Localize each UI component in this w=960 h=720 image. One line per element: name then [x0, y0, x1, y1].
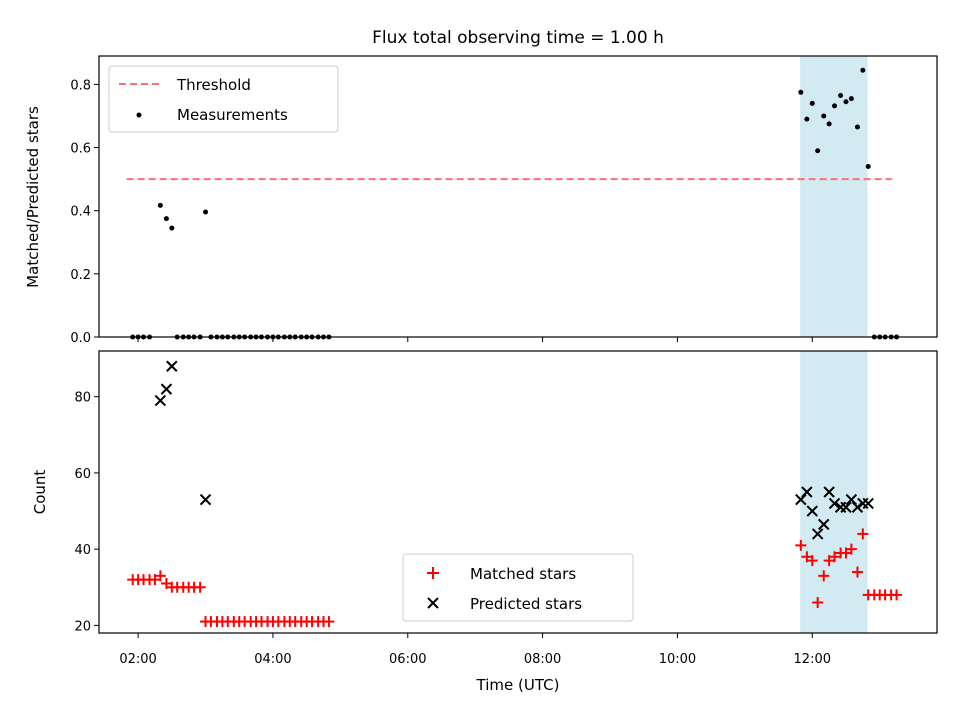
bottom-y-tick-label: 60 [74, 467, 91, 482]
bottom-y-tick-label: 20 [74, 619, 91, 634]
top-highlight-span [800, 56, 868, 337]
top-y-tick-label: 0.0 [70, 331, 91, 346]
x-tick-label: 06:00 [389, 652, 426, 667]
predicted-star-point [818, 518, 830, 531]
matched-star-point [812, 597, 824, 609]
predicted-star-point [806, 505, 818, 517]
measurement-point [798, 89, 804, 95]
chart-title: Flux total observing time = 1.00 h [372, 28, 664, 48]
measurement-point [809, 100, 815, 106]
x-axis-label: Time (UTC) [476, 676, 560, 694]
top-y-tick-label: 0.2 [70, 268, 91, 283]
measurement-point [169, 225, 175, 231]
predicted-star-point [851, 501, 864, 513]
top-y-tick-label: 0.4 [70, 205, 91, 220]
measurement-point [826, 121, 832, 127]
measurement-point [854, 124, 860, 130]
measurement-point [203, 209, 209, 215]
bottom-y-axis-label: Count [31, 470, 49, 515]
top-legend: Threshold Measurements [108, 65, 339, 133]
predicted-star-point [811, 528, 824, 540]
measurement-point [804, 116, 810, 122]
measurement-point [843, 99, 849, 105]
matched-star-point [857, 528, 869, 540]
legend-matched-label: Matched stars [470, 565, 576, 583]
x-tick-label: 12:00 [794, 652, 831, 667]
matched-star-point [323, 616, 335, 628]
predicted-star-point [845, 493, 858, 506]
bottom-y-tick-label: 40 [74, 543, 91, 558]
x-tick-label: 04:00 [254, 652, 291, 667]
measurement-point [848, 96, 854, 102]
x-tick-label: 10:00 [659, 652, 696, 667]
x-tick-label: 08:00 [524, 652, 561, 667]
bottom-y-tick-label: 80 [74, 391, 91, 406]
matched-star-point [806, 555, 818, 567]
legend-measurements-swatch [136, 112, 142, 118]
top-x-ticks [137, 337, 813, 342]
measurement-point [832, 103, 838, 109]
bottom-x-ticks: 02:00 04:00 06:00 08:00 10:00 12:00 [119, 633, 831, 667]
top-axes-frame [98, 55, 938, 338]
measurement-point [157, 202, 163, 208]
top-y-axis-label: Matched/Predicted stars [24, 106, 42, 288]
predicted-star-point [801, 486, 813, 498]
bottom-y-ticks: 20 40 60 80 [74, 391, 99, 634]
measurement-point [865, 164, 871, 170]
matched-star-point [829, 551, 841, 563]
top-legend-box [108, 65, 339, 133]
legend-measurements-label: Measurements [177, 106, 288, 124]
measurement-point [860, 67, 866, 73]
matched-star-point [154, 570, 166, 582]
predicted-star-point [795, 493, 807, 506]
measurement-point [815, 148, 821, 154]
matched-star-point [795, 539, 807, 551]
top-y-ticks: 0.0 0.2 0.4 0.6 0.8 [70, 78, 99, 346]
top-y-tick-label: 0.8 [70, 78, 91, 93]
legend-predicted-label: Predicted stars [470, 595, 582, 613]
x-tick-label: 02:00 [119, 652, 156, 667]
top-panel: 0.00.20.40.60.8 Matched/Predicted stars … [24, 55, 938, 346]
predicted-star-point [199, 493, 212, 506]
matched-star-point [845, 543, 857, 555]
measurement-point [838, 92, 844, 98]
predicted-star-point [823, 486, 835, 498]
matched-star-point [194, 581, 206, 593]
legend-matched-swatch [427, 567, 439, 579]
bottom-legend: Matched stars Predicted stars [402, 553, 634, 622]
top-y-tick-label: 0.6 [70, 142, 91, 157]
predicted-star-point [160, 383, 173, 395]
predicted-star-point [840, 501, 852, 513]
predicted-star-point [154, 394, 167, 407]
predicted-star-point [828, 497, 841, 510]
bottom-series-layer [127, 360, 903, 628]
measurement-point [163, 216, 169, 222]
legend-predicted-swatch [427, 597, 439, 609]
bottom-axes-frame [98, 350, 938, 634]
measurement-point [821, 113, 827, 119]
bottom-highlight-span [800, 351, 868, 633]
predicted-star-point [166, 360, 178, 372]
bottom-legend-box [402, 553, 634, 622]
legend-threshold-label: Threshold [176, 76, 251, 94]
matched-star-point [891, 589, 903, 601]
matched-star-point [818, 570, 830, 582]
matched-star-point [851, 566, 863, 578]
predicted-star-point [862, 497, 874, 510]
